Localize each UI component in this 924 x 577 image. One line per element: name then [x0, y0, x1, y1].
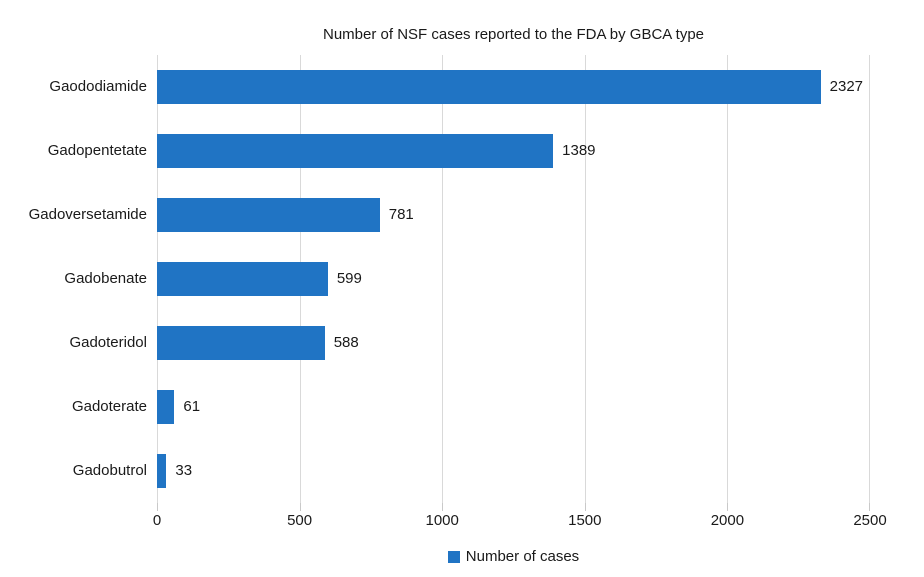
- bar-gadoversetamide: [157, 198, 380, 232]
- category-label: Gadopentetate: [47, 142, 147, 159]
- legend-label: Number of cases: [465, 548, 580, 565]
- category-label: Gadoteridol: [69, 334, 147, 351]
- value-label: 781: [388, 206, 414, 223]
- axis-tick: [727, 503, 729, 511]
- bar-gadoterate: [157, 390, 175, 424]
- value-label: 1389: [562, 142, 596, 159]
- x-tick-label: 2500: [853, 512, 887, 529]
- x-tick-label: 1500: [568, 512, 602, 529]
- category-label: Gadobenate: [64, 270, 147, 287]
- x-axis-labels: 0 500 1000 1500 2000 2500: [153, 512, 887, 530]
- value-label: 2327: [829, 78, 864, 95]
- chart-title: Number of NSF cases reported to the FDA …: [323, 26, 704, 43]
- bar-gadoteridol: [157, 326, 325, 360]
- x-tick-label: 0: [152, 512, 162, 529]
- x-tick-label: 1000: [425, 512, 459, 529]
- bar-gaododiamide: [157, 70, 821, 104]
- gridline: [442, 55, 444, 503]
- x-tick-label: 2000: [710, 512, 745, 529]
- value-label: 61: [183, 398, 201, 415]
- bar-gadobenate: [157, 262, 328, 296]
- value-label: 588: [333, 334, 359, 351]
- axis-tick: [442, 503, 444, 511]
- plot-area: 2327 1389 781 599 588 61 33: [157, 55, 870, 511]
- legend: Number of cases: [157, 548, 870, 565]
- y-axis-labels: Gaododiamide Gadopentetate Gadoversetamide…: [0, 55, 147, 503]
- axis-tick: [869, 503, 870, 511]
- category-label: Gadoversetamide: [28, 206, 147, 223]
- gridline: [869, 55, 870, 503]
- axis-tick: [157, 503, 158, 511]
- bar-gadopentetate: [157, 134, 554, 168]
- bar-gadobutrol: [157, 454, 167, 488]
- category-label: Gadoterate: [71, 398, 147, 415]
- axis-tick: [584, 503, 586, 511]
- gridline: [584, 55, 586, 503]
- category-label: Gadobutrol: [72, 462, 147, 479]
- value-label: 599: [336, 270, 362, 287]
- axis-tick: [299, 503, 301, 511]
- gridline: [727, 55, 729, 503]
- category-label: Gaododiamide: [49, 78, 147, 95]
- x-tick-label: 500: [287, 512, 313, 529]
- legend-marker-icon: [447, 550, 460, 563]
- value-label: 33: [175, 462, 193, 479]
